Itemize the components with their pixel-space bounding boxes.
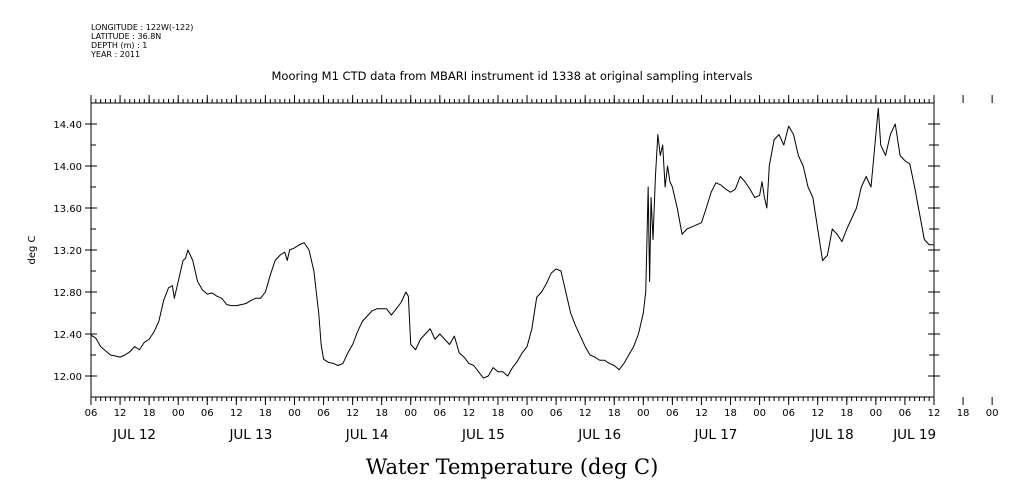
x-date-label: JUL 15 <box>461 427 505 443</box>
x-hour-label: 06 <box>899 408 912 419</box>
x-hour-label: 12 <box>695 408 708 419</box>
x-hour-label: 12 <box>114 408 127 419</box>
x-date-label: JUL 17 <box>694 427 738 443</box>
series-line-0 <box>90 107 934 379</box>
meta-block: LONGITUDE : 122W(-122) LATITUDE : 36.8N … <box>90 23 193 59</box>
y-axis: 12.00 12.40 12.80 13.20 13.60 14.00 14.40 <box>53 120 940 383</box>
x-hour-label: 06 <box>201 408 214 419</box>
x-hour-label: 18 <box>957 408 970 419</box>
x-axis: 06 12 18 00 06 12 18 00 06 12 18 00 06 12 18 00 06 12 18 00… <box>85 95 999 443</box>
x-date-label: JUL 18 <box>810 427 854 443</box>
x-hour-label: 06 <box>666 408 679 419</box>
x-hour-label: 00 <box>521 408 534 419</box>
x-hour-label: 00 <box>288 408 301 419</box>
y-tick-label: 13.60 <box>53 204 82 215</box>
x-hour-label: 18 <box>724 408 737 419</box>
x-hour-label: 18 <box>375 408 388 419</box>
x-hour-label: 18 <box>608 408 621 419</box>
chart-title: Mooring M1 CTD data from MBARI instrumen… <box>272 69 753 83</box>
y-tick-label: 12.80 <box>53 288 82 299</box>
x-date-label: JUL 19 <box>892 427 936 443</box>
x-hour-label: 12 <box>463 408 476 419</box>
x-hour-label: 12 <box>579 408 592 419</box>
y-tick-label: 14.00 <box>53 162 82 173</box>
x-hour-label: 18 <box>143 408 156 419</box>
meta-line-latitude: LATITUDE : 36.8N <box>91 32 161 41</box>
minor-ticks <box>90 99 935 401</box>
x-hour-label: 06 <box>317 408 330 419</box>
x-hour-label: 12 <box>928 408 941 419</box>
plot-frame <box>90 102 935 398</box>
y-axis-label: deg C <box>27 235 38 264</box>
x-hour-label: 18 <box>259 408 272 419</box>
meta-line-longitude: LONGITUDE : 122W(-122) <box>91 23 193 32</box>
x-date-label: JUL 14 <box>345 427 389 443</box>
x-hour-label: 06 <box>85 408 98 419</box>
x-hour-label: 00 <box>404 408 417 419</box>
x-hour-label: 00 <box>869 408 882 419</box>
x-hour-label: 12 <box>346 408 359 419</box>
series-layer <box>90 107 934 379</box>
y-tick-label: 13.20 <box>53 246 82 257</box>
x-axis-label: Water Temperature (deg C) <box>366 455 659 479</box>
x-date-label: JUL 12 <box>112 427 156 443</box>
y-tick-label: 12.00 <box>53 372 82 383</box>
x-hour-label: 06 <box>433 408 446 419</box>
x-hour-label: 18 <box>492 408 505 419</box>
x-hour-label: 00 <box>172 408 185 419</box>
x-hour-label: 00 <box>986 408 999 419</box>
x-hour-label: 12 <box>230 408 243 419</box>
x-date-label: JUL 16 <box>577 427 621 443</box>
hourly-minor-ticks <box>90 99 935 401</box>
x-date-label: JUL 13 <box>228 427 272 443</box>
meta-line-year: YEAR : 2011 <box>90 50 140 59</box>
y-tick-label: 14.40 <box>53 120 82 131</box>
x-hour-label: 00 <box>753 408 766 419</box>
x-hour-label: 00 <box>637 408 650 419</box>
x-hour-label: 12 <box>811 408 824 419</box>
x-hour-label: 18 <box>840 408 853 419</box>
meta-line-depth: DEPTH (m) : 1 <box>91 41 147 50</box>
x-hour-label: 06 <box>782 408 795 419</box>
x-hour-label: 06 <box>550 408 563 419</box>
y-tick-label: 12.40 <box>53 330 82 341</box>
